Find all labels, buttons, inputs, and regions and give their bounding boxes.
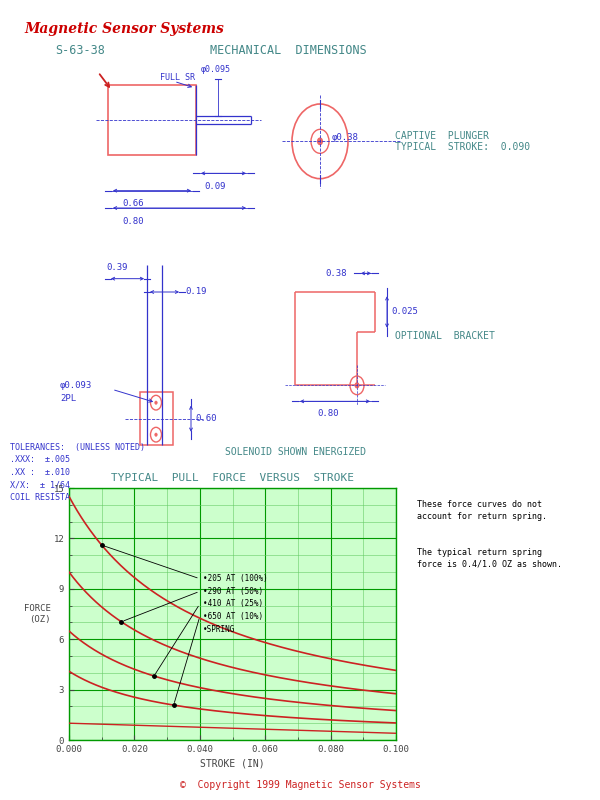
Text: •290 AT (50%): •290 AT (50%) xyxy=(203,587,263,596)
Circle shape xyxy=(155,401,157,404)
Text: •410 AT (25%): •410 AT (25%) xyxy=(203,599,263,609)
Text: 0.09: 0.09 xyxy=(204,182,226,191)
Text: •205 AT (100%): •205 AT (100%) xyxy=(203,574,268,583)
Text: These force curves do not
account for return spring.: These force curves do not account for re… xyxy=(417,500,547,521)
Text: 0.025: 0.025 xyxy=(391,307,418,317)
Text: 0.39: 0.39 xyxy=(106,263,128,273)
Text: •650 AT (10%): •650 AT (10%) xyxy=(203,612,263,621)
Text: TOLERANCES:  (UNLESS NOTED)
.XXX:  ±.005
.XX :  ±.010
X/X:  ± 1/64
COIL RESISTAN: TOLERANCES: (UNLESS NOTED) .XXX: ±.005 .… xyxy=(10,442,145,502)
Text: S-63-38: S-63-38 xyxy=(55,44,105,57)
Text: Magnetic Sensor Systems: Magnetic Sensor Systems xyxy=(24,22,224,36)
Text: MECHANICAL  DIMENSIONS: MECHANICAL DIMENSIONS xyxy=(210,44,367,57)
Text: φ0.093: φ0.093 xyxy=(60,381,92,390)
Text: 0.38: 0.38 xyxy=(325,269,347,278)
Y-axis label: FORCE
(OZ): FORCE (OZ) xyxy=(24,604,50,624)
Text: 0.80: 0.80 xyxy=(122,217,143,226)
Circle shape xyxy=(355,383,359,388)
Text: φ0.095: φ0.095 xyxy=(201,65,231,74)
Circle shape xyxy=(317,138,323,145)
Text: CAPTIVE  PLUNGER
TYPICAL  STROKE:  0.090: CAPTIVE PLUNGER TYPICAL STROKE: 0.090 xyxy=(395,130,530,152)
Text: ©  Copyright 1999 Magnetic Sensor Systems: © Copyright 1999 Magnetic Sensor Systems xyxy=(179,781,421,790)
Circle shape xyxy=(155,433,157,436)
Text: FULL SR: FULL SR xyxy=(160,73,195,82)
Text: 0.80: 0.80 xyxy=(317,409,338,418)
Text: OPTIONAL  BRACKET: OPTIONAL BRACKET xyxy=(395,331,495,341)
Bar xyxy=(108,86,196,154)
Text: The typical return spring
force is 0.4/1.0 OZ as shown.: The typical return spring force is 0.4/1… xyxy=(417,548,562,569)
Text: SOLENOID SHOWN ENERGIZED: SOLENOID SHOWN ENERGIZED xyxy=(225,447,366,457)
Bar xyxy=(140,392,173,446)
Text: 0.19: 0.19 xyxy=(185,287,206,297)
Title: TYPICAL  PULL  FORCE  VERSUS  STROKE: TYPICAL PULL FORCE VERSUS STROKE xyxy=(111,473,354,483)
Text: 0.66: 0.66 xyxy=(122,199,143,209)
X-axis label: STROKE (IN): STROKE (IN) xyxy=(200,758,265,768)
Text: 2PL: 2PL xyxy=(60,394,76,403)
Text: 0.60: 0.60 xyxy=(195,414,217,423)
Text: φ0.38: φ0.38 xyxy=(332,133,359,142)
Text: •SPRING: •SPRING xyxy=(203,625,235,634)
